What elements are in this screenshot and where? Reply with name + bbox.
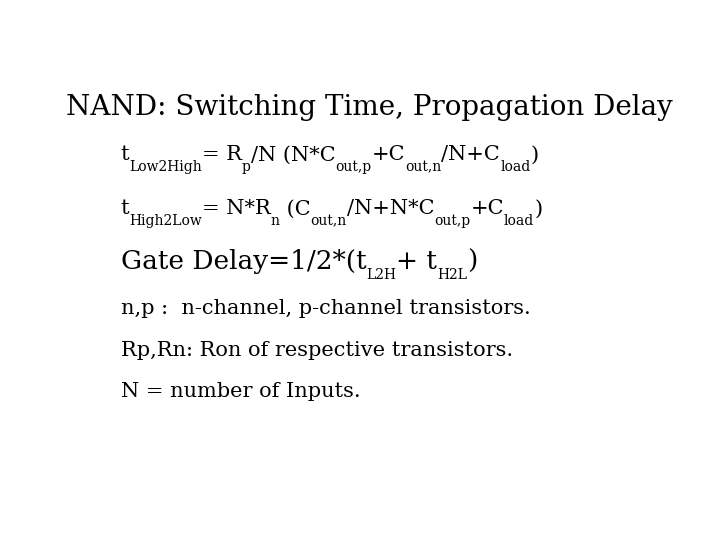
Text: NAND: Switching Time, Propagation Delay: NAND: Switching Time, Propagation Delay (66, 94, 672, 121)
Text: n,p :  n-channel, p-channel transistors.: n,p : n-channel, p-channel transistors. (121, 299, 531, 318)
Text: L2H: L2H (366, 268, 396, 282)
Text: /N (N*C: /N (N*C (251, 145, 336, 165)
Text: Gate Delay=1/2*(t: Gate Delay=1/2*(t (121, 248, 366, 274)
Text: = R: = R (202, 145, 242, 165)
Text: n: n (271, 214, 280, 228)
Text: +C: +C (470, 199, 504, 219)
Text: t: t (121, 145, 130, 165)
Text: ): ) (467, 248, 477, 274)
Text: Low2High: Low2High (130, 160, 202, 174)
Text: + t: + t (396, 248, 437, 274)
Text: out,p: out,p (434, 214, 470, 228)
Text: +C: +C (372, 145, 405, 165)
Text: /N+C: /N+C (441, 145, 500, 165)
Text: ): ) (531, 145, 539, 165)
Text: load: load (504, 214, 534, 228)
Text: H2L: H2L (437, 268, 467, 282)
Text: (C: (C (280, 199, 310, 219)
Text: p: p (242, 160, 251, 174)
Text: ): ) (534, 199, 542, 219)
Text: out,n: out,n (310, 214, 347, 228)
Text: Rp,Rn: Ron of respective transistors.: Rp,Rn: Ron of respective transistors. (121, 341, 513, 360)
Text: N = number of Inputs.: N = number of Inputs. (121, 382, 360, 401)
Text: load: load (500, 160, 531, 174)
Text: /N+N*C: /N+N*C (347, 199, 434, 219)
Text: = N*R: = N*R (202, 199, 271, 219)
Text: t: t (121, 199, 130, 219)
Text: High2Low: High2Low (130, 214, 202, 228)
Text: out,n: out,n (405, 160, 441, 174)
Text: out,p: out,p (336, 160, 372, 174)
